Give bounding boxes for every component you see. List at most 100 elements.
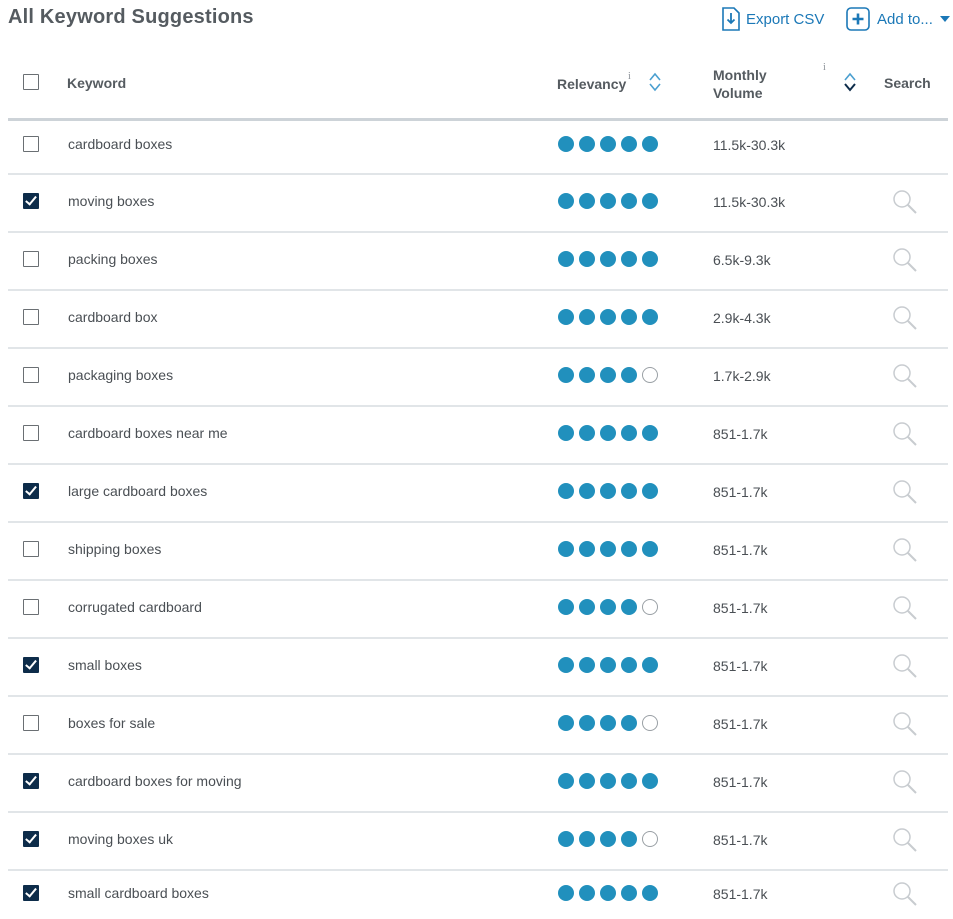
- keyword-text: large cardboard boxes: [68, 483, 208, 499]
- relevancy-dot-filled: [621, 309, 637, 325]
- relevancy-dot-filled: [642, 483, 658, 499]
- row-checkbox[interactable]: [23, 657, 39, 673]
- relevancy-dot-filled: [558, 367, 574, 383]
- volume-sort-icon[interactable]: [843, 72, 857, 97]
- search-icon[interactable]: [892, 479, 918, 510]
- select-all-checkbox[interactable]: [23, 74, 39, 90]
- search-icon[interactable]: [892, 653, 918, 684]
- monthly-volume-value: 851-1.7k: [713, 658, 768, 674]
- search-icon[interactable]: [892, 827, 918, 858]
- relevancy-dot-filled: [558, 425, 574, 441]
- search-icon[interactable]: [892, 247, 918, 278]
- search-icon[interactable]: [892, 363, 918, 394]
- keyword-text: packing boxes: [68, 251, 158, 267]
- keyword-text: small boxes: [68, 657, 142, 673]
- row-checkbox[interactable]: [23, 831, 39, 847]
- relevancy-rating: [558, 367, 663, 383]
- relevancy-dot-filled: [579, 309, 595, 325]
- relevancy-dot-filled: [642, 773, 658, 789]
- relevancy-rating: [558, 541, 663, 557]
- relevancy-dot-filled: [579, 136, 595, 152]
- relevancy-dot-filled: [642, 885, 658, 901]
- relevancy-dot-filled: [642, 309, 658, 325]
- keyword-column-header: Keyword: [67, 75, 127, 91]
- keyword-text: moving boxes uk: [68, 831, 174, 847]
- relevancy-rating: [558, 773, 663, 789]
- monthly-volume-value: 851-1.7k: [713, 774, 768, 790]
- relevancy-rating: [558, 831, 663, 847]
- relevancy-dot-filled: [558, 483, 574, 499]
- row-checkbox[interactable]: [23, 885, 39, 901]
- monthly-volume-column-header[interactable]: Monthly Volume: [713, 66, 767, 102]
- add-to-dropdown[interactable]: Add to...: [846, 6, 950, 32]
- table-row: shipping boxes 851-1.7k: [8, 521, 948, 581]
- relevancy-dot-filled: [579, 541, 595, 557]
- monthly-volume-value: 6.5k-9.3k: [713, 252, 771, 268]
- relevancy-rating: [558, 657, 663, 673]
- row-checkbox[interactable]: [23, 715, 39, 731]
- relevancy-dot-filled: [600, 309, 616, 325]
- monthly-volume-value: 2.9k-4.3k: [713, 310, 771, 326]
- search-icon[interactable]: [892, 537, 918, 568]
- table-row: moving boxes 11.5k-30.3k: [8, 173, 948, 233]
- table-row: cardboard boxes near me 851-1.7k: [8, 405, 948, 465]
- relevancy-dot-filled: [579, 657, 595, 673]
- relevancy-dot-filled: [558, 541, 574, 557]
- relevancy-dot-filled: [621, 599, 637, 615]
- relevancy-dot-filled: [642, 193, 658, 209]
- search-icon[interactable]: [892, 881, 918, 912]
- relevancy-dot-filled: [600, 885, 616, 901]
- row-checkbox[interactable]: [23, 193, 39, 209]
- search-icon[interactable]: [892, 305, 918, 336]
- relevancy-dot-empty: [642, 599, 658, 615]
- relevancy-info-icon[interactable]: i: [628, 71, 631, 82]
- relevancy-dot-filled: [621, 367, 637, 383]
- download-file-icon: [721, 7, 741, 31]
- table-row: corrugated cardboard 851-1.7k: [8, 579, 948, 639]
- search-icon[interactable]: [892, 595, 918, 626]
- volume-info-icon[interactable]: i: [823, 62, 826, 73]
- relevancy-column-header[interactable]: Relevancy: [557, 76, 627, 92]
- row-checkbox[interactable]: [23, 367, 39, 383]
- add-to-label: Add to...: [877, 10, 933, 28]
- row-checkbox[interactable]: [23, 136, 39, 152]
- caret-down-icon: [939, 15, 950, 23]
- relevancy-dot-filled: [600, 193, 616, 209]
- search-icon[interactable]: [892, 189, 918, 220]
- relevancy-dot-filled: [558, 309, 574, 325]
- monthly-volume-value: 851-1.7k: [713, 484, 768, 500]
- relevancy-dot-filled: [600, 136, 616, 152]
- search-icon[interactable]: [892, 711, 918, 742]
- relevancy-rating: [558, 483, 663, 499]
- row-checkbox[interactable]: [23, 309, 39, 325]
- relevancy-dot-filled: [621, 251, 637, 267]
- search-icon[interactable]: [892, 769, 918, 800]
- relevancy-sort-icon[interactable]: [648, 72, 662, 97]
- keyword-text: moving boxes: [68, 193, 155, 209]
- volume-header-line1: Monthly: [713, 67, 767, 83]
- keyword-text: cardboard boxes for moving: [68, 773, 242, 789]
- relevancy-dot-filled: [642, 657, 658, 673]
- search-icon[interactable]: [892, 421, 918, 452]
- row-checkbox[interactable]: [23, 773, 39, 789]
- monthly-volume-value: 11.5k-30.3k: [713, 137, 786, 153]
- relevancy-dot-filled: [621, 715, 637, 731]
- relevancy-dot-filled: [621, 541, 637, 557]
- row-checkbox[interactable]: [23, 541, 39, 557]
- relevancy-dot-filled: [558, 773, 574, 789]
- relevancy-dot-filled: [579, 885, 595, 901]
- row-checkbox[interactable]: [23, 251, 39, 267]
- relevancy-dot-filled: [558, 715, 574, 731]
- relevancy-dot-filled: [579, 483, 595, 499]
- relevancy-dot-filled: [600, 541, 616, 557]
- table-row: cardboard box 2.9k-4.3k: [8, 289, 948, 349]
- export-csv-button[interactable]: Export CSV: [721, 6, 824, 32]
- row-checkbox[interactable]: [23, 599, 39, 615]
- relevancy-dot-filled: [642, 251, 658, 267]
- row-checkbox[interactable]: [23, 425, 39, 441]
- table-row: small boxes 851-1.7k: [8, 637, 948, 697]
- monthly-volume-value: 1.7k-2.9k: [713, 368, 771, 384]
- relevancy-dot-filled: [600, 773, 616, 789]
- row-checkbox[interactable]: [23, 483, 39, 499]
- monthly-volume-value: 851-1.7k: [713, 542, 768, 558]
